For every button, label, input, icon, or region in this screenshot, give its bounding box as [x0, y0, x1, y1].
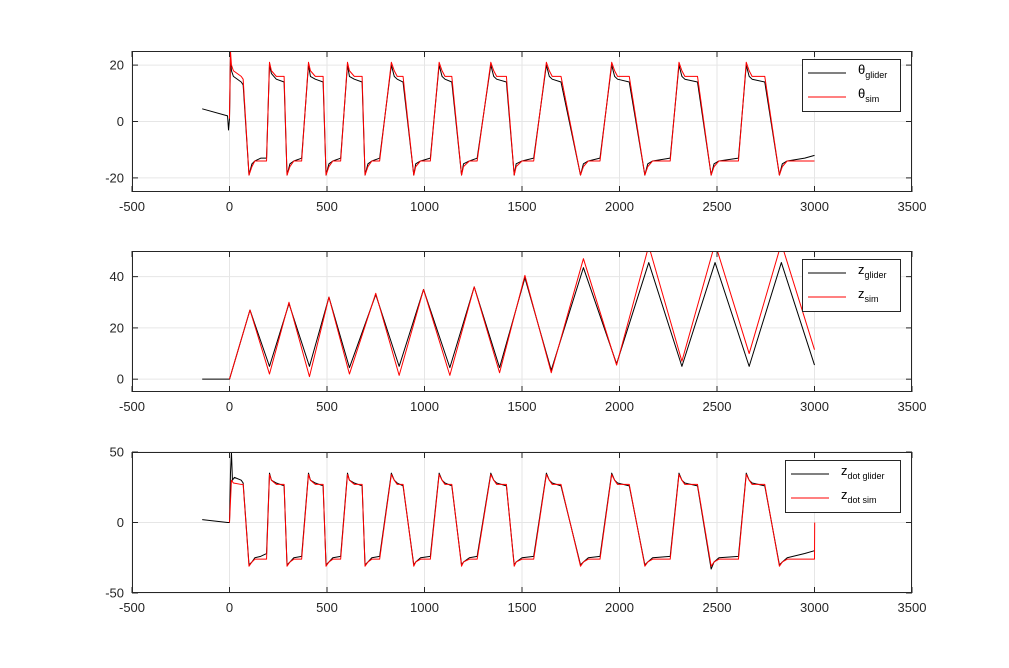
legend-subscript: glider	[865, 70, 887, 80]
x-tick-label: 1500	[508, 399, 537, 414]
x-tick-label: 3000	[800, 399, 829, 414]
x-tick-label: 3500	[898, 399, 927, 414]
x-tick-label: -500	[119, 399, 145, 414]
y-tick-label: 0	[117, 114, 124, 129]
legend-symbol: θ	[858, 62, 865, 77]
x-tick-label: -500	[119, 199, 145, 214]
x-tick-label: 500	[316, 600, 338, 615]
legend-entry-dot-sim: zdot sim	[841, 487, 877, 505]
legend-entry-sim: θsim	[858, 86, 879, 104]
x-tick-label: 0	[226, 600, 233, 615]
legend-symbol: z	[841, 463, 848, 478]
y-tick-label: 0	[117, 372, 124, 387]
legend-entry-sim: zsim	[858, 286, 879, 304]
x-tick-label: 3500	[898, 600, 927, 615]
y-tick-label: -20	[105, 170, 124, 185]
x-tick-label: 1000	[410, 600, 439, 615]
legend-symbol: z	[858, 262, 865, 277]
legend-symbol: z	[858, 286, 865, 301]
y-tick-label: -50	[105, 586, 124, 601]
series-line-glider	[202, 58, 815, 176]
x-tick-label: 500	[316, 399, 338, 414]
legend-subscript: dot sim	[848, 495, 877, 505]
legend-entry-glider: zglider	[858, 262, 887, 280]
x-tick-label: 2500	[703, 199, 732, 214]
legend-entry-dot-glider: zdot glider	[841, 463, 885, 481]
legend-subscript: dot glider	[848, 471, 885, 481]
x-tick-label: 500	[316, 199, 338, 214]
legend-subscript: sim	[865, 94, 879, 104]
y-tick-label: 40	[110, 269, 124, 284]
x-tick-label: 2000	[605, 399, 634, 414]
x-tick-label: 1000	[410, 199, 439, 214]
series-line-sim	[229, 251, 815, 380]
x-tick-label: 1000	[410, 399, 439, 414]
x-tick-label: 0	[226, 199, 233, 214]
x-tick-label: 3000	[800, 199, 829, 214]
chart-panel-3: -500 0 500 1000 1500 2000 2500 3000 3500-50050zd…	[105, 445, 926, 616]
legend-entry-glider: θglider	[858, 62, 887, 80]
legend-symbol: z	[841, 487, 848, 502]
x-tick-label: 3500	[898, 199, 927, 214]
legend-symbol: θ	[858, 86, 865, 101]
legend-box	[785, 460, 901, 513]
legend-subscript: sim	[865, 294, 879, 304]
legend-box	[802, 259, 901, 312]
x-tick-label: 1500	[508, 199, 537, 214]
legend-subscript: glider	[865, 270, 887, 280]
x-tick-label: 2500	[703, 600, 732, 615]
x-tick-label: 2500	[703, 399, 732, 414]
x-tick-label: 2000	[605, 600, 634, 615]
series-line-sim	[229, 51, 815, 176]
x-tick-label: 2000	[605, 199, 634, 214]
x-tick-label: -500	[119, 600, 145, 615]
series-line-dot-sim	[229, 474, 816, 567]
y-tick-label: 50	[110, 445, 124, 460]
x-tick-label: 0	[226, 399, 233, 414]
y-tick-label: 0	[117, 515, 124, 530]
y-tick-label: 20	[110, 320, 124, 335]
x-tick-label: 1500	[508, 600, 537, 615]
legend-box	[802, 59, 901, 112]
chart-panel-2: -500 0 500 1000 1500 2000 2500 3000 3500 0 20 40 zgl…	[110, 251, 927, 414]
y-tick-label: 20	[110, 58, 124, 73]
x-tick-label: 3000	[800, 600, 829, 615]
chart-panel-1: -500 0 500 1000 1500 2000 2500 3000 3500 -20 0 20 θg…	[105, 51, 926, 214]
